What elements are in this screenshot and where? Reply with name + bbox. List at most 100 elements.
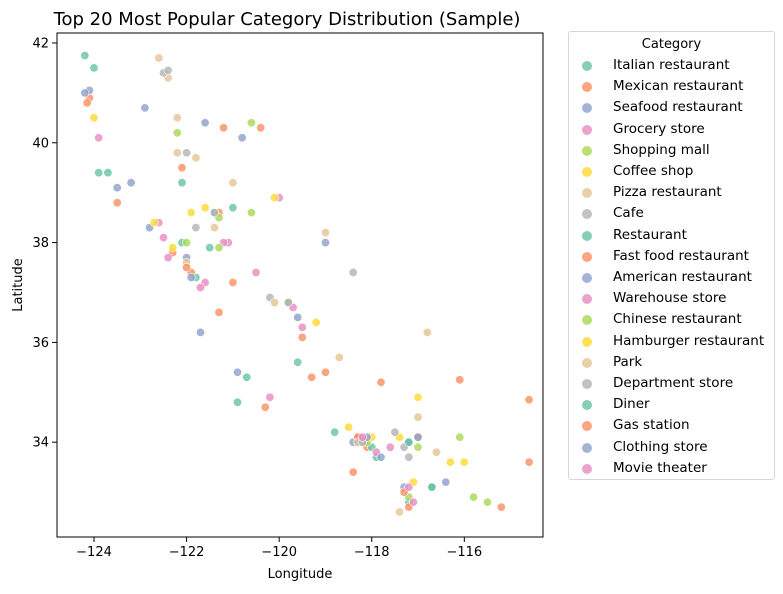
legend-item: Fast food restaurant	[569, 247, 774, 267]
data-point	[233, 367, 243, 377]
data-point	[154, 53, 164, 63]
legend-label: Shopping mall	[613, 141, 710, 158]
data-point	[413, 412, 423, 422]
data-point	[404, 437, 414, 447]
legend-item: American restaurant	[569, 268, 774, 288]
data-point	[242, 372, 252, 382]
data-point	[390, 427, 400, 437]
data-point	[404, 482, 414, 492]
data-point	[524, 457, 534, 467]
legend-label: Department store	[613, 375, 734, 391]
data-point	[496, 502, 506, 512]
data-point	[89, 113, 99, 123]
data-point	[182, 238, 192, 248]
legend-marker	[582, 188, 592, 199]
data-point	[112, 183, 122, 193]
legend-item: Department store	[569, 374, 774, 394]
legend-item: Park	[569, 353, 774, 373]
data-point	[219, 123, 229, 133]
data-point	[283, 297, 293, 307]
data-point	[394, 507, 404, 517]
data-point	[441, 477, 451, 487]
legend-marker	[582, 315, 592, 326]
legend-title: Category	[641, 37, 702, 52]
data-point	[209, 223, 219, 233]
data-point	[80, 88, 90, 98]
data-point	[94, 168, 104, 178]
legend-label: Diner	[613, 396, 650, 413]
legend-marker	[582, 442, 592, 453]
legend-label: Coffee shop	[613, 163, 694, 179]
legend-item: Pizza restaurant	[569, 183, 774, 203]
data-point	[159, 233, 169, 243]
data-point	[376, 377, 386, 387]
data-point	[431, 447, 441, 457]
data-point	[445, 457, 455, 467]
legend-item: Warehouse store	[569, 289, 774, 309]
data-point	[334, 352, 344, 362]
data-point	[186, 272, 196, 282]
x-tick-label: −124	[76, 545, 112, 560]
legend-item: Mexican restaurant	[569, 77, 774, 97]
data-point	[307, 372, 317, 382]
data-point	[320, 238, 330, 248]
data-point	[256, 123, 266, 133]
data-point	[82, 98, 92, 108]
data-point	[330, 427, 340, 437]
legend-marker	[582, 61, 592, 71]
y-tick-label: 40	[32, 136, 49, 151]
legend-label: Seafood restaurant	[613, 99, 743, 116]
data-point	[172, 113, 182, 123]
legend-label: Hamburger restaurant	[613, 332, 765, 349]
data-point	[94, 133, 104, 143]
data-point	[469, 492, 479, 502]
data-point	[140, 103, 150, 113]
data-point	[233, 397, 243, 407]
y-tick-label: 42	[32, 36, 49, 51]
legend-label: American restaurant	[613, 269, 752, 285]
legend-item: Movie theater	[569, 459, 774, 479]
legend-marker	[582, 209, 592, 220]
legend-item: Diner	[569, 395, 774, 415]
data-point	[455, 432, 465, 442]
legend-marker	[582, 230, 592, 241]
x-axis-label: Longitude	[268, 567, 333, 582]
data-point	[344, 422, 354, 432]
data-point	[149, 218, 159, 228]
data-point	[200, 118, 210, 128]
legend-item: Coffee shop	[569, 162, 774, 182]
data-point	[413, 392, 423, 402]
data-point	[348, 467, 358, 477]
data-point	[228, 203, 238, 213]
legend-item: Shopping mall	[569, 141, 774, 161]
data-point	[163, 65, 173, 75]
data-point	[297, 332, 307, 342]
data-point	[459, 457, 469, 467]
data-point	[177, 163, 187, 173]
y-tick-label: 34	[32, 436, 49, 451]
data-point	[126, 178, 136, 188]
legend-item: Grocery store	[569, 120, 774, 140]
data-point	[320, 228, 330, 238]
legend-label: Fast food restaurant	[613, 247, 749, 264]
data-point	[228, 277, 238, 287]
data-point	[376, 452, 386, 462]
y-axis-label: Latitude	[11, 258, 26, 312]
data-point	[311, 317, 321, 327]
legend-marker	[582, 357, 592, 368]
data-point	[196, 327, 206, 337]
data-point	[163, 253, 173, 263]
data-point	[182, 148, 192, 158]
legend: Category Italian restaurant Mexican resta…	[568, 31, 775, 480]
data-point	[80, 50, 90, 60]
legend-label: Grocery store	[613, 120, 705, 137]
legend-label: Warehouse store	[613, 290, 727, 307]
legend-label: Italian restaurant	[613, 57, 730, 73]
data-point	[265, 392, 275, 402]
legend-marker	[582, 379, 592, 389]
x-tick-label: −120	[261, 545, 297, 560]
legend-label: Cafe	[613, 205, 644, 222]
y-tick-label: 36	[32, 336, 49, 351]
data-point	[269, 193, 279, 203]
